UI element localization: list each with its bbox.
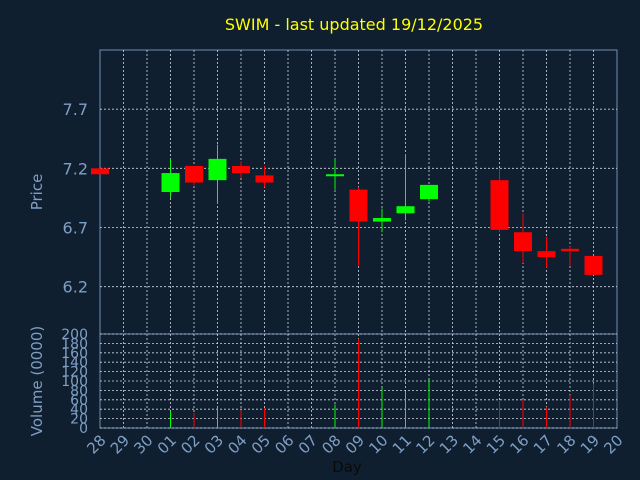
volume-tick-label: 100 [61, 374, 88, 390]
candle-body [490, 180, 509, 230]
candle-body [255, 175, 274, 183]
candle-body [514, 232, 532, 252]
candle-body [584, 255, 603, 275]
volume-tick-label: 200 [61, 327, 88, 343]
price-axis-label: Price [28, 174, 46, 211]
candle-body [208, 158, 227, 181]
chart-title: SWIM - last updated 19/12/2025 [225, 15, 483, 34]
candle-body [561, 248, 579, 252]
candle-body [396, 206, 415, 214]
volume-tick-label: 160 [61, 346, 88, 362]
price-panel: 6.2 6.7 7.2 7.7 [63, 49, 618, 335]
candle-body [161, 173, 180, 192]
price-tick-label: 6.7 [63, 219, 88, 238]
volume-tick-label: 0 [79, 421, 88, 437]
volume-tick-label: 140 [61, 355, 88, 371]
candle-body [420, 184, 438, 200]
volume-tick-label: 120 [61, 365, 88, 381]
candle-body [326, 174, 344, 177]
candle-body [349, 189, 368, 222]
day-tick-labels: 2829300102030405060708091011121314151617… [83, 431, 626, 457]
day-axis-label: Day [332, 458, 362, 476]
candle-body [373, 218, 391, 222]
volume-tick-label: 40 [70, 402, 88, 418]
candle-body [185, 165, 203, 183]
volume-tick-label: 80 [70, 383, 88, 399]
candle-body [537, 251, 556, 258]
price-tick-label: 7.2 [63, 159, 88, 178]
volume-axis-label: Volume (0000) [28, 326, 46, 436]
price-tick-label: 6.2 [63, 278, 88, 297]
candle-body [232, 165, 250, 174]
volume-tick-label: 20 [70, 412, 88, 428]
price-tick-label: 7.7 [63, 100, 88, 119]
candle-body [91, 168, 109, 175]
volume-tick-label: 60 [70, 393, 88, 409]
volume-tick-label: 180 [61, 336, 88, 352]
